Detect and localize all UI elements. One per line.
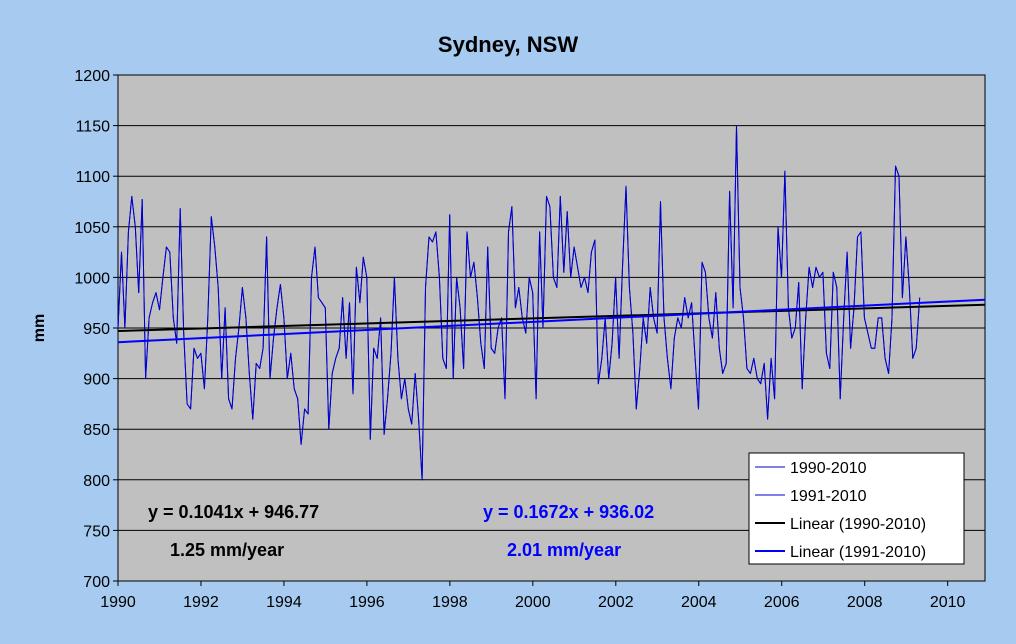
legend-label-1991-2010: 1991-2010: [790, 488, 867, 505]
y-tick-label-950: 950: [83, 321, 110, 338]
legend-box: [748, 452, 965, 565]
y-tick-label-1100: 1100: [76, 169, 111, 186]
x-tick-labels: 1990 1992 1994 1996 1998 2000 2002 2004 2006 2008…: [100, 581, 966, 611]
y-tick-label-1050: 1050: [74, 220, 110, 237]
legend-label-1990-2010: 1990-2010: [790, 460, 867, 477]
x-tick-label-1990: 1990: [100, 594, 136, 611]
y-tick-label-900: 900: [83, 372, 110, 389]
x-tick-label-1992: 1992: [183, 594, 219, 611]
legend-label-linear-1990-2010: Linear (1990-2010): [790, 516, 926, 533]
y-tick-label-750: 750: [83, 523, 110, 540]
x-tick-label-1996: 1996: [349, 594, 385, 611]
y-tick-label-850: 850: [83, 422, 110, 439]
y-tick-label-800: 800: [83, 473, 110, 490]
x-tick-label-2010: 2010: [930, 594, 966, 611]
legend: 1990-2010 1991-2010 Linear (1990-2010) L…: [748, 452, 965, 565]
x-tick-label-2008: 2008: [847, 594, 883, 611]
series-line-4: [117, 298, 986, 344]
y-axis-label: mm: [31, 314, 48, 342]
legend-label-linear-1991-2010: Linear (1991-2010): [790, 544, 926, 561]
y-tick-label-700: 700: [83, 574, 110, 591]
x-tick-label-2000: 2000: [515, 594, 551, 611]
equation-1990-2010: y = 0.1041x + 946.77: [148, 502, 319, 522]
series-layer: [117, 125, 986, 481]
y-tick-label-1000: 1000: [74, 270, 110, 287]
chart-title: Sydney, NSW: [438, 32, 578, 57]
y-tick-label-1150: 1150: [76, 119, 111, 136]
x-tick-label-2006: 2006: [764, 594, 800, 611]
rate-1990-2010: 1.25 mm/year: [170, 540, 284, 560]
series-line-2: [117, 125, 921, 481]
x-tick-label-1998: 1998: [432, 594, 468, 611]
series-line-3: [117, 303, 986, 332]
equation-1991-2010: y = 0.1672x + 936.02: [483, 502, 654, 522]
rate-1991-2010: 2.01 mm/year: [507, 540, 621, 560]
x-tick-label-2004: 2004: [681, 594, 717, 611]
x-tick-label-1994: 1994: [266, 594, 302, 611]
y-tick-labels: 700 750 800 850 900 950 1000 1050 1100 1150 1200: [74, 68, 118, 591]
y-tick-label-1200: 1200: [74, 68, 110, 85]
x-tick-label-2002: 2002: [598, 594, 634, 611]
